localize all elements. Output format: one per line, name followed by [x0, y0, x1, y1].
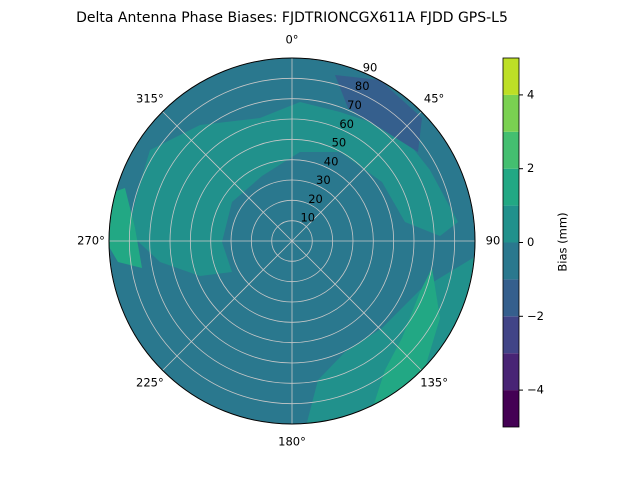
theta-label: 270°: [77, 234, 105, 248]
colorbar-label: Bias (mm): [556, 212, 570, 271]
grid-spoke: [162, 240, 293, 371]
colorbar-band: [503, 316, 519, 354]
colorbar-band: [503, 168, 519, 206]
r-tick-label: 90: [363, 60, 378, 74]
contour-region: [109, 188, 142, 268]
colorbar-band: [503, 390, 519, 427]
chart-title: Delta Antenna Phase Biases: FJDTRIONCGX6…: [76, 10, 508, 26]
colorbar-band: [503, 353, 519, 391]
colorbar-band: [503, 205, 519, 243]
colorbar-band: [503, 94, 519, 132]
r-tick-label: 40: [324, 154, 339, 168]
theta-label: 90: [486, 234, 501, 248]
r-tick-label: 60: [339, 117, 354, 131]
polar-frame: [108, 57, 476, 425]
theta-label: 225°: [136, 376, 164, 390]
contour-region: [128, 102, 458, 276]
theta-label: 45°: [424, 91, 444, 105]
grid-spoke: [291, 240, 422, 371]
r-tick-label: 20: [308, 192, 323, 206]
grid-spoke: [291, 111, 422, 242]
theta-label: 135°: [420, 376, 448, 390]
r-tick-label: 30: [316, 173, 331, 187]
grid-spoke: [162, 111, 293, 242]
colorbar-tick-label: −2: [527, 309, 544, 323]
colorbar-tick-label: 2: [527, 161, 534, 175]
r-tick-label: 70: [347, 98, 362, 112]
colorbar-band: [503, 242, 519, 280]
colorbar-tick-label: 4: [527, 87, 534, 101]
contour-region: [372, 268, 440, 410]
r-tick-label: 10: [300, 211, 315, 225]
colorbar-band: [503, 58, 519, 95]
theta-label: 315°: [136, 91, 164, 105]
theta-label: 0°: [285, 33, 298, 47]
colorbar-tick-label: −4: [527, 383, 544, 397]
colorbar-band: [503, 279, 519, 317]
colorbar-tick-label: 0: [527, 235, 534, 249]
theta-label: 180°: [278, 435, 306, 449]
colorbar-band: [503, 131, 519, 169]
r-tick-label: 50: [332, 136, 347, 150]
r-tick-label: 80: [355, 79, 370, 93]
